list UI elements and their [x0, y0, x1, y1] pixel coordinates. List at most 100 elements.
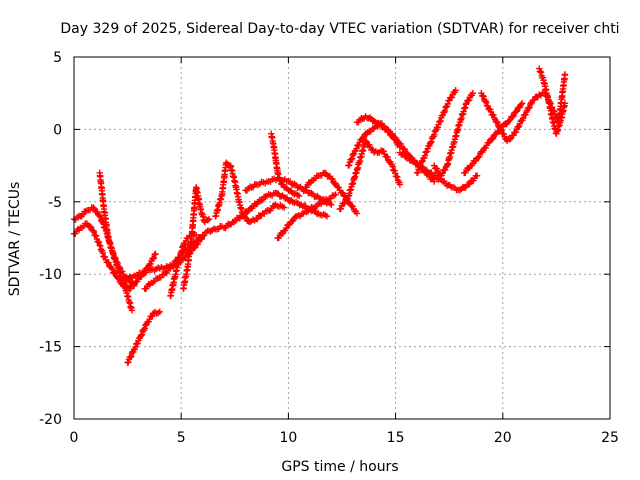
- data-point: [547, 100, 554, 107]
- data-point: [97, 213, 104, 221]
- data-point: [497, 126, 504, 133]
- data-point: [389, 130, 396, 138]
- data-point: [510, 112, 517, 120]
- data-point: [427, 139, 434, 146]
- data-point: [147, 260, 154, 268]
- data-point: [338, 189, 346, 196]
- data-point: [549, 107, 557, 114]
- data-point: [519, 115, 527, 122]
- axis-ticks: 0 5 10 15 20 25 -20 -15 -10 -5 0 5: [39, 50, 619, 446]
- data-point: [543, 92, 551, 100]
- data-point: [513, 107, 520, 115]
- data-point: [348, 155, 356, 162]
- data-point: [204, 217, 211, 224]
- data-point: [430, 178, 438, 185]
- data-point: [433, 165, 441, 173]
- data-point: [384, 154, 391, 161]
- y-tick-label: 5: [53, 50, 62, 66]
- data-point: [92, 232, 100, 240]
- data-point: [137, 332, 145, 339]
- chart-title: Day 329 of 2025, Sidereal Day-to-day VTE…: [60, 21, 619, 37]
- data-point: [465, 96, 473, 104]
- data-point: [141, 325, 148, 332]
- x-tick-label: 20: [494, 430, 512, 446]
- data-point: [273, 189, 281, 197]
- data-point: [466, 180, 473, 187]
- data-point: [329, 175, 336, 183]
- data-point: [128, 349, 136, 357]
- data-point: [348, 156, 355, 163]
- data-point: [561, 71, 569, 78]
- data-point: [109, 265, 116, 273]
- data-point: [278, 193, 285, 200]
- data-point: [104, 259, 111, 266]
- plot-frame: [73, 56, 611, 420]
- data-point: [138, 331, 146, 338]
- data-point: [87, 224, 95, 231]
- data-point: [86, 223, 94, 230]
- data-point: [205, 215, 213, 223]
- data-point: [112, 254, 119, 262]
- grid: [74, 57, 610, 419]
- data-point: [295, 192, 303, 200]
- data-point: [430, 131, 438, 139]
- data-point: [489, 134, 497, 142]
- x-tick-label: 15: [387, 430, 405, 446]
- data-point: [500, 130, 508, 138]
- data-points: [70, 65, 569, 366]
- data-point: [428, 138, 435, 145]
- data-point: [414, 169, 421, 176]
- data-point: [452, 87, 459, 94]
- y-tick-label: -5: [48, 195, 62, 211]
- data-point: [223, 159, 230, 166]
- data-point: [393, 136, 400, 143]
- data-point: [90, 204, 97, 211]
- data-point: [90, 228, 98, 236]
- data-point: [280, 204, 288, 211]
- data-point: [341, 199, 348, 206]
- data-point: [474, 154, 482, 161]
- data-point: [526, 104, 533, 111]
- data-point: [473, 172, 481, 179]
- y-tick-label: -15: [39, 340, 62, 356]
- data-point: [95, 238, 102, 245]
- data-point: [277, 177, 284, 184]
- data-point: [448, 94, 456, 101]
- data-point: [94, 208, 101, 216]
- data-point: [483, 99, 490, 106]
- data-point: [456, 187, 464, 194]
- data-point: [353, 145, 360, 152]
- data-point: [518, 100, 526, 107]
- data-point: [110, 250, 117, 258]
- data-point: [82, 208, 89, 215]
- x-tick-label: 25: [601, 430, 619, 446]
- data-point: [332, 191, 339, 198]
- data-point: [109, 249, 116, 256]
- data-point: [435, 121, 442, 128]
- data-point: [115, 275, 123, 283]
- data-point: [321, 169, 329, 177]
- data-point: [130, 282, 138, 289]
- data-point: [480, 93, 487, 100]
- data-point: [345, 161, 353, 169]
- data-point: [488, 136, 496, 143]
- y-tick-label: -20: [39, 412, 62, 428]
- x-tick-label: 5: [177, 430, 186, 446]
- data-point: [383, 153, 390, 160]
- x-tick-label: 10: [279, 430, 297, 446]
- data-point: [375, 119, 382, 127]
- data-point: [512, 128, 520, 136]
- data-point: [370, 117, 378, 124]
- data-point: [436, 118, 444, 125]
- data-point: [149, 255, 157, 263]
- data-point: [515, 123, 522, 131]
- data-point: [402, 153, 409, 161]
- data-point: [353, 210, 361, 217]
- data-point: [444, 100, 451, 108]
- y-tick-label: -10: [39, 267, 62, 283]
- data-point: [340, 200, 347, 208]
- data-point: [105, 259, 112, 267]
- data-point: [469, 90, 476, 97]
- data-point: [127, 354, 134, 361]
